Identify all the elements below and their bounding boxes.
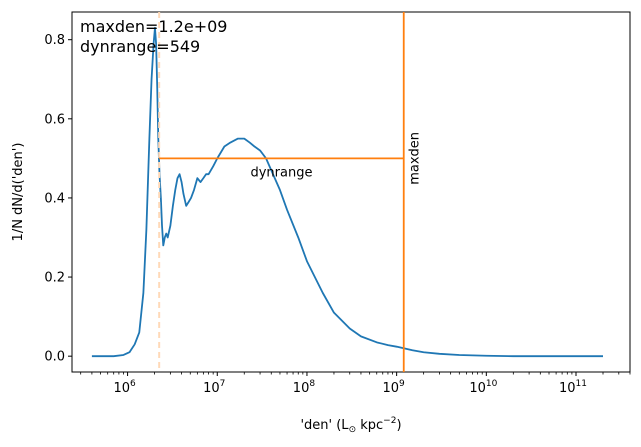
series-line-0 xyxy=(91,26,603,358)
y-axis-ticks: 0.0 0.2 0.4 0.6 0.8 xyxy=(44,33,72,365)
x-axis-ticks: 106 107 108 109 1010 1011 xyxy=(80,372,631,396)
y-axis-label: 1/N dN/d('den') xyxy=(11,143,26,242)
data-layer xyxy=(91,26,603,358)
maxden-annotation: maxden=1.2e+09 xyxy=(80,17,227,36)
x-tick-label-5: 1011 xyxy=(559,379,587,396)
x-tick-label-4: 1010 xyxy=(469,379,497,396)
y-tick-label-2: 0.4 xyxy=(44,191,65,206)
x-axis-label: 'den' (L⊙ kpc−2) xyxy=(300,416,401,435)
y-tick-label-0: 0.0 xyxy=(44,350,65,365)
x-tick-label-2: 108 xyxy=(293,379,316,396)
plot-frame xyxy=(71,11,631,373)
y-tick-label-1: 0.2 xyxy=(44,271,65,286)
x-tick-label-1: 107 xyxy=(203,379,225,396)
plot-area xyxy=(71,11,631,373)
dynrange-line-label: dynrange xyxy=(250,165,312,180)
dynrange-annotation: dynrange=549 xyxy=(80,37,200,56)
marker-layer xyxy=(158,12,405,372)
y-tick-label-3: 0.6 xyxy=(44,112,65,127)
x-tick-label-0: 106 xyxy=(113,379,136,396)
maxden-line-label: maxden xyxy=(408,132,423,185)
y-tick-label-4: 0.8 xyxy=(44,33,65,48)
x-tick-label-3: 109 xyxy=(382,379,405,396)
